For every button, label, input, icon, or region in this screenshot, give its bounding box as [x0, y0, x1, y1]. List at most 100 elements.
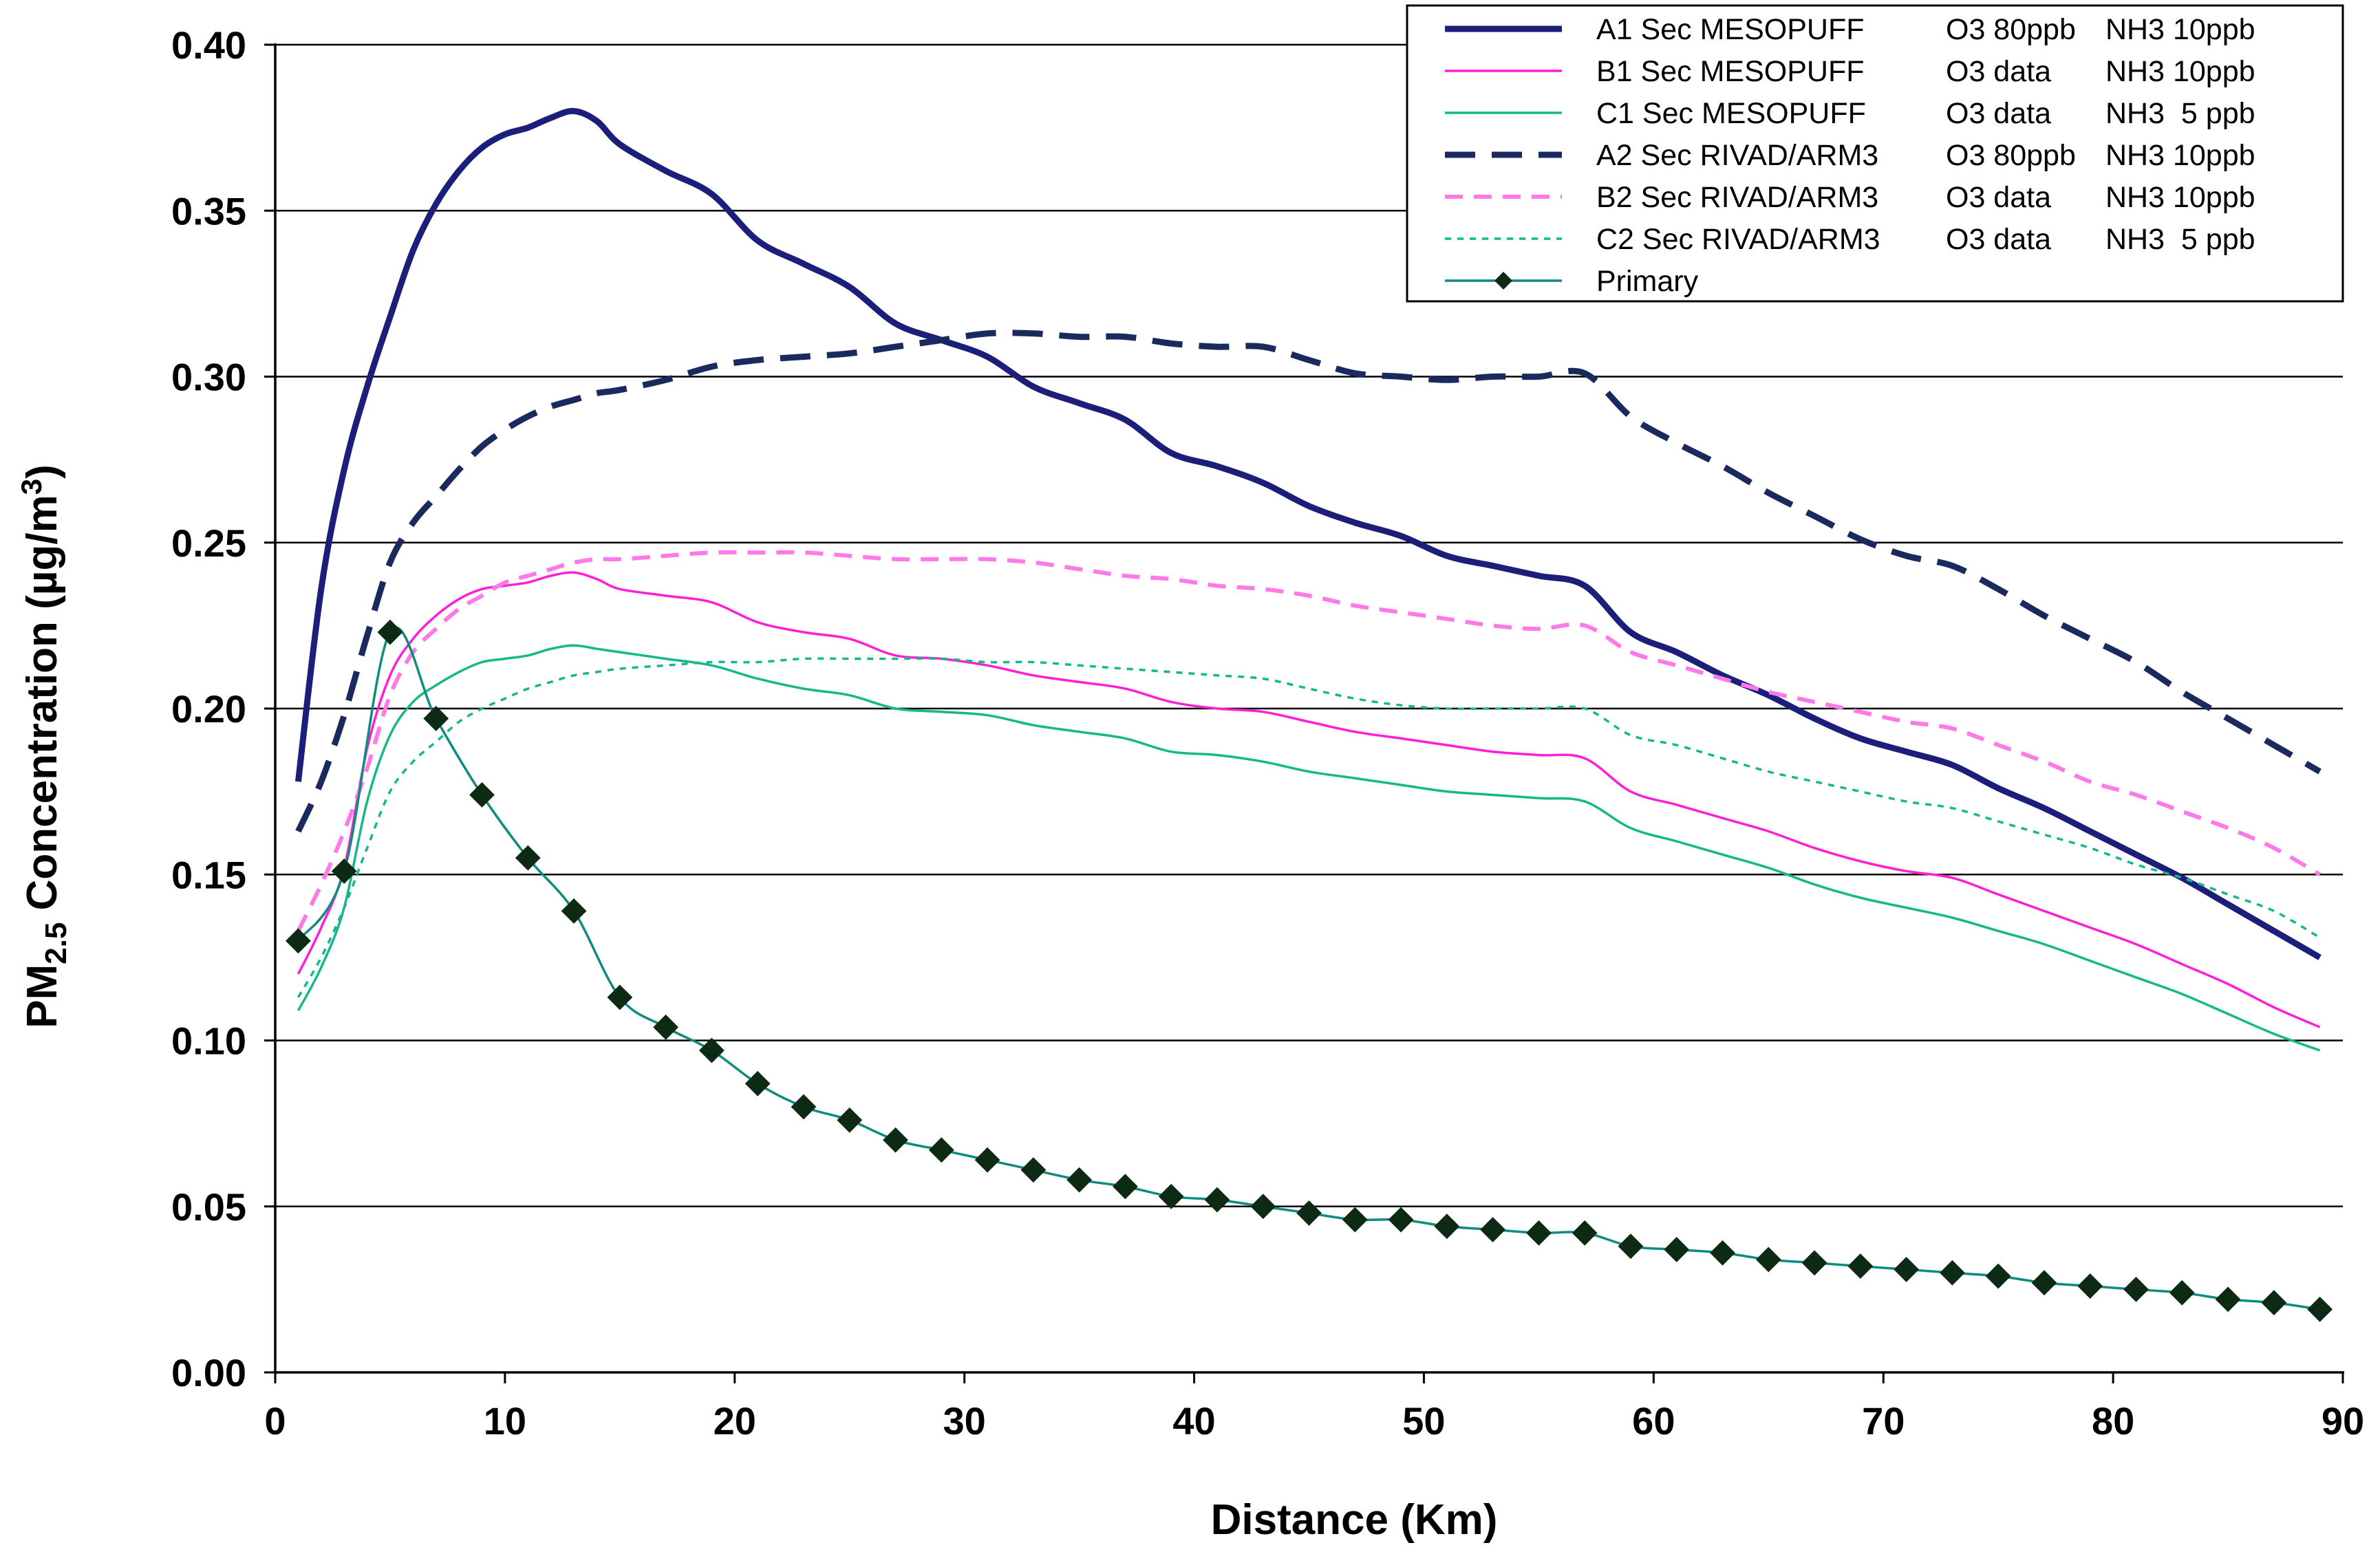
legend-item: A2 Sec RIVAD/ARM3 O3 80ppb NH3 10ppb — [1445, 139, 2255, 172]
data-point-marker — [744, 1070, 771, 1097]
y-tick-label: 0.15 — [171, 853, 246, 896]
y-axis-title-middle: Concentration (µg/m — [19, 495, 66, 922]
series-line — [297, 657, 2321, 998]
x-tick-label: 40 — [1172, 1399, 1215, 1443]
series-c1 — [297, 644, 2321, 1052]
x-axis-title: Distance (Km) — [1211, 1496, 1498, 1544]
legend-label: NH3 10ppb — [2105, 181, 2255, 214]
legend-marker — [1494, 272, 1512, 290]
legend-item: Primary — [1445, 265, 1699, 298]
data-point-marker — [561, 898, 587, 924]
data-point-marker — [607, 984, 633, 1011]
x-tick-label: 0 — [264, 1399, 286, 1443]
series-a2 — [295, 330, 2322, 833]
y-tick-label: 0.05 — [171, 1185, 246, 1229]
x-tick-label: 90 — [2322, 1399, 2364, 1443]
x-tick-label: 10 — [484, 1399, 526, 1443]
series-line — [297, 571, 2321, 1028]
legend-item: C2 Sec RIVAD/ARM3 O3 data NH3 5 ppb — [1445, 223, 2255, 256]
legend-box — [1406, 4, 2344, 303]
data-point-marker — [377, 619, 403, 645]
y-axis-title-suffix: ) — [19, 464, 66, 479]
x-tick-label: 70 — [1862, 1399, 1905, 1443]
data-point-marker — [2169, 1280, 2195, 1306]
series-line — [294, 107, 2322, 960]
y-tick-label: 0.40 — [171, 23, 246, 67]
axes — [264, 43, 2344, 1383]
y-tick-label: 0.10 — [171, 1019, 246, 1063]
series-b2 — [296, 550, 2322, 932]
data-point-marker — [331, 859, 357, 884]
legend-item: C1 Sec MESOPUFF O3 data NH3 5 ppb — [1445, 97, 2255, 130]
legend-label: B1 Sec MESOPUFF — [1596, 55, 1864, 88]
data-point-marker — [1112, 1174, 1138, 1200]
data-point-marker — [469, 782, 495, 808]
data-point-marker — [2261, 1290, 2287, 1316]
legend-item: B2 Sec RIVAD/ARM3 O3 data NH3 10ppb — [1445, 181, 2255, 214]
legend-label: NH3 10ppb — [2105, 139, 2255, 172]
legend-label: NH3 5 ppb — [2105, 223, 2255, 256]
data-point-marker — [698, 1037, 725, 1064]
series-primary — [285, 619, 2333, 1322]
y-axis-title: PM2.5 Concentration (µg/m3) — [15, 464, 73, 1028]
y-axis-title-prefix: PM — [19, 964, 66, 1028]
legend-label: B2 Sec RIVAD/ARM3 — [1596, 181, 1878, 214]
data-point-marker — [883, 1127, 908, 1153]
legend-label: O3 80ppb — [1946, 13, 2076, 46]
data-point-marker — [928, 1137, 954, 1163]
legend-label: A2 Sec RIVAD/ARM3 — [1596, 139, 1878, 172]
data-point-marker — [1618, 1233, 1644, 1260]
data-point-marker — [1525, 1220, 1552, 1246]
data-point-marker — [1894, 1257, 1920, 1282]
legend: A1 Sec MESOPUFF O3 80ppb NH3 10ppb B1 Sec M… — [1406, 4, 2344, 303]
data-point-marker — [1020, 1157, 1047, 1183]
data-point-marker — [1434, 1213, 1460, 1240]
legend-label: O3 data — [1946, 55, 2051, 88]
data-point-marker — [2215, 1286, 2241, 1313]
data-point-marker — [1847, 1253, 1874, 1280]
data-point-marker — [285, 928, 311, 954]
data-point-marker — [2031, 1270, 2057, 1296]
x-tick-label: 80 — [2092, 1399, 2134, 1443]
data-point-marker — [1388, 1207, 1414, 1233]
x-tick-label: 50 — [1402, 1399, 1445, 1443]
legend-label: NH3 5 ppb — [2105, 97, 2255, 130]
y-tick-label: 0.20 — [171, 687, 246, 731]
x-tick-label: 60 — [1632, 1399, 1675, 1443]
x-tick-label: 20 — [714, 1399, 756, 1443]
series-layer — [285, 107, 2333, 1322]
legend-label: O3 data — [1946, 223, 2051, 256]
y-tick-label: 0.25 — [171, 521, 246, 565]
legend-label: Primary — [1596, 265, 1699, 298]
data-point-marker — [1801, 1250, 1827, 1276]
series-a1 — [294, 107, 2322, 960]
data-point-marker — [974, 1147, 1000, 1173]
data-point-marker — [791, 1094, 817, 1120]
tick-labels: 0.00 0.05 0.10 0.15 0.20 0.25 0.30 0.35 0.40 0 10 2… — [171, 23, 2364, 1443]
y-tick-label: 0.30 — [171, 356, 246, 399]
legend-label: O3 data — [1946, 97, 2051, 130]
y-axis-title-superscript: 3 — [15, 479, 47, 495]
data-point-marker — [1939, 1260, 1965, 1286]
data-point-marker — [1664, 1237, 1690, 1262]
legend-item: A1 Sec MESOPUFF O3 80ppb NH3 10ppb — [1445, 13, 2255, 46]
series-line — [295, 330, 2322, 833]
data-point-marker — [1342, 1207, 1368, 1233]
data-point-marker — [1985, 1263, 2011, 1289]
legend-label: C1 Sec MESOPUFF — [1596, 97, 1866, 130]
legend-label: A1 Sec MESOPUFF — [1596, 13, 1864, 46]
data-point-marker — [2123, 1276, 2149, 1302]
data-point-marker — [423, 706, 449, 731]
x-tick-label: 30 — [943, 1399, 986, 1443]
y-tick-label: 0.00 — [171, 1351, 246, 1394]
data-point-marker — [1296, 1200, 1322, 1226]
data-point-marker — [1572, 1220, 1598, 1246]
legend-label: NH3 10ppb — [2105, 13, 2255, 46]
series-c2 — [297, 657, 2321, 998]
data-point-marker — [1480, 1217, 1506, 1242]
series-line — [296, 550, 2322, 932]
data-point-marker — [1204, 1187, 1230, 1213]
data-point-marker — [653, 1014, 679, 1040]
data-point-marker — [1755, 1246, 1781, 1273]
